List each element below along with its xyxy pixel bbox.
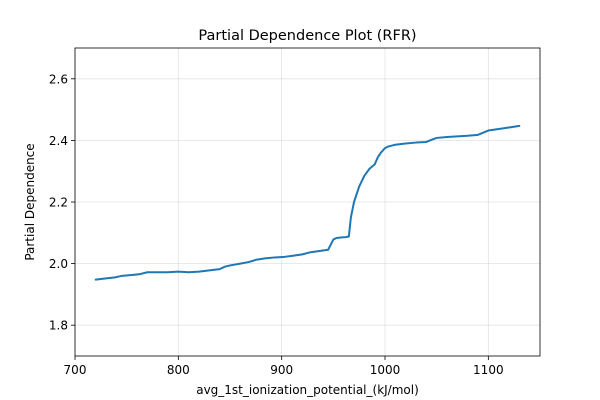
x-tick-label: 800 xyxy=(167,363,190,377)
y-tick-label: 2.4 xyxy=(49,134,68,148)
partial-dependence-line xyxy=(94,124,521,281)
plot-data xyxy=(94,124,521,281)
y-axis-label: Partial Dependence xyxy=(23,143,37,260)
y-axis: 1.8 2.0 2.2 2.4 2.6 xyxy=(49,72,75,333)
chart-title: Partial Dependence Plot (RFR) xyxy=(198,28,416,44)
x-tick-label: 1000 xyxy=(370,363,401,377)
plot-area-background xyxy=(75,48,540,356)
x-axis: 700 800 900 1000 1100 xyxy=(64,356,504,377)
y-tick-label: 2.6 xyxy=(49,72,68,86)
x-tick-label: 900 xyxy=(270,363,293,377)
grid xyxy=(74,48,540,356)
x-tick-label: 700 xyxy=(64,363,87,377)
y-tick-label: 2.2 xyxy=(49,196,68,210)
x-tick-label: 1100 xyxy=(473,363,504,377)
y-tick-label: 2.0 xyxy=(49,257,68,271)
x-axis-label: avg_1st_ionization_potential_(kJ/mol) xyxy=(196,383,419,397)
y-tick-label: 1.8 xyxy=(49,319,68,333)
